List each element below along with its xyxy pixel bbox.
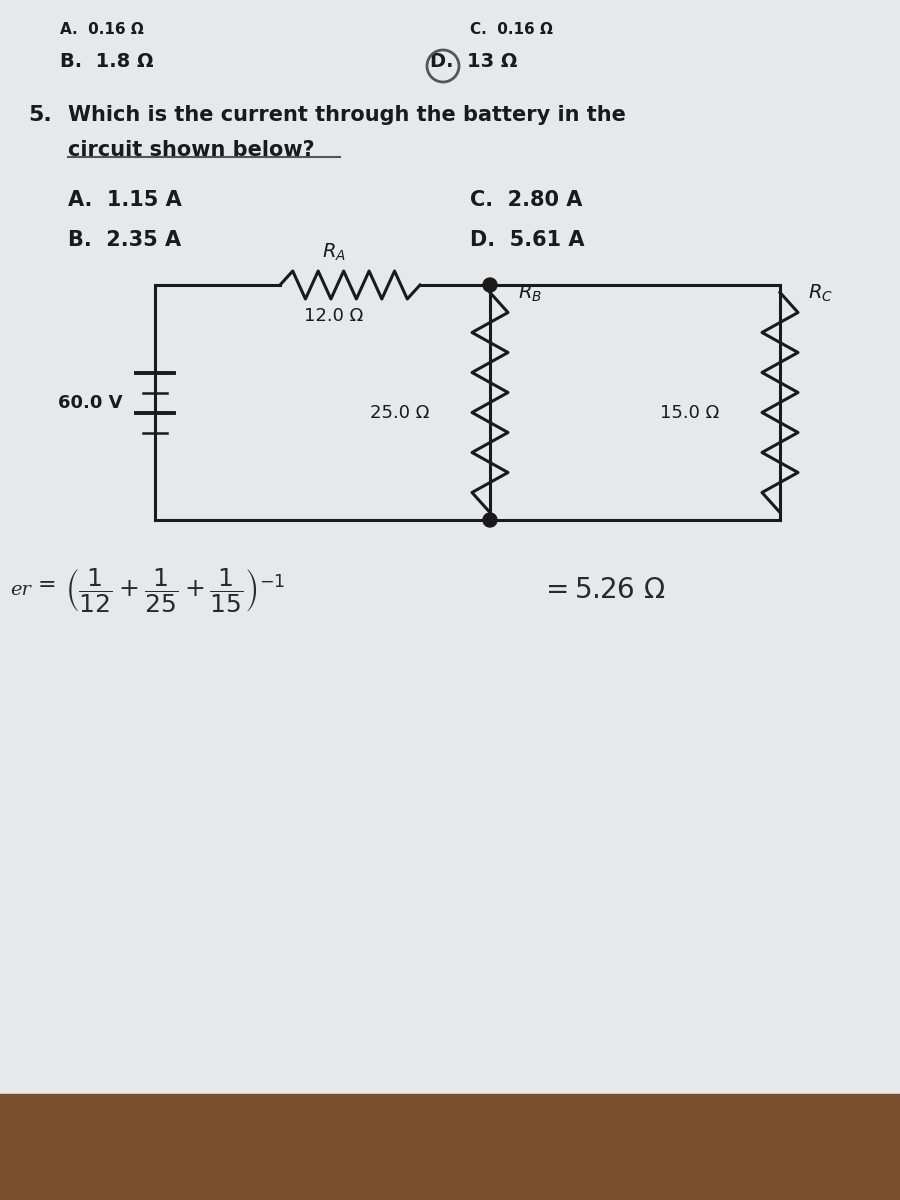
Text: D.  5.61 A: D. 5.61 A [470, 230, 584, 250]
Text: $R_C$: $R_C$ [808, 282, 833, 304]
Text: 5.: 5. [28, 104, 52, 125]
Text: Which is the current through the battery in the: Which is the current through the battery… [68, 104, 626, 125]
Text: =: = [38, 574, 57, 596]
Circle shape [483, 278, 497, 292]
Text: $\left(\dfrac{1}{12} + \dfrac{1}{25} + \dfrac{1}{15}\right)^{-1}$: $\left(\dfrac{1}{12} + \dfrac{1}{25} + \… [65, 566, 285, 614]
Text: B.  1.8 Ω: B. 1.8 Ω [60, 52, 154, 71]
Text: C.  0.16 Ω: C. 0.16 Ω [470, 22, 553, 37]
Text: C.  2.80 A: C. 2.80 A [470, 190, 582, 210]
Circle shape [483, 514, 497, 527]
Text: circuit shown below?: circuit shown below? [68, 140, 315, 160]
Text: 25.0 Ω: 25.0 Ω [370, 403, 429, 421]
Text: D.  13 Ω: D. 13 Ω [430, 52, 518, 71]
Text: 15.0 Ω: 15.0 Ω [660, 403, 719, 421]
Text: $= 5.26\ \Omega$: $= 5.26\ \Omega$ [540, 576, 665, 604]
Text: er: er [10, 581, 31, 599]
Text: $R_A$: $R_A$ [322, 241, 346, 263]
Text: A.  0.16 Ω: A. 0.16 Ω [60, 22, 144, 37]
Text: 60.0 V: 60.0 V [58, 394, 122, 412]
Text: A.  1.15 A: A. 1.15 A [68, 190, 182, 210]
Text: $R_B$: $R_B$ [518, 282, 542, 304]
Text: 12.0 Ω: 12.0 Ω [304, 307, 364, 325]
Text: B.  2.35 A: B. 2.35 A [68, 230, 181, 250]
